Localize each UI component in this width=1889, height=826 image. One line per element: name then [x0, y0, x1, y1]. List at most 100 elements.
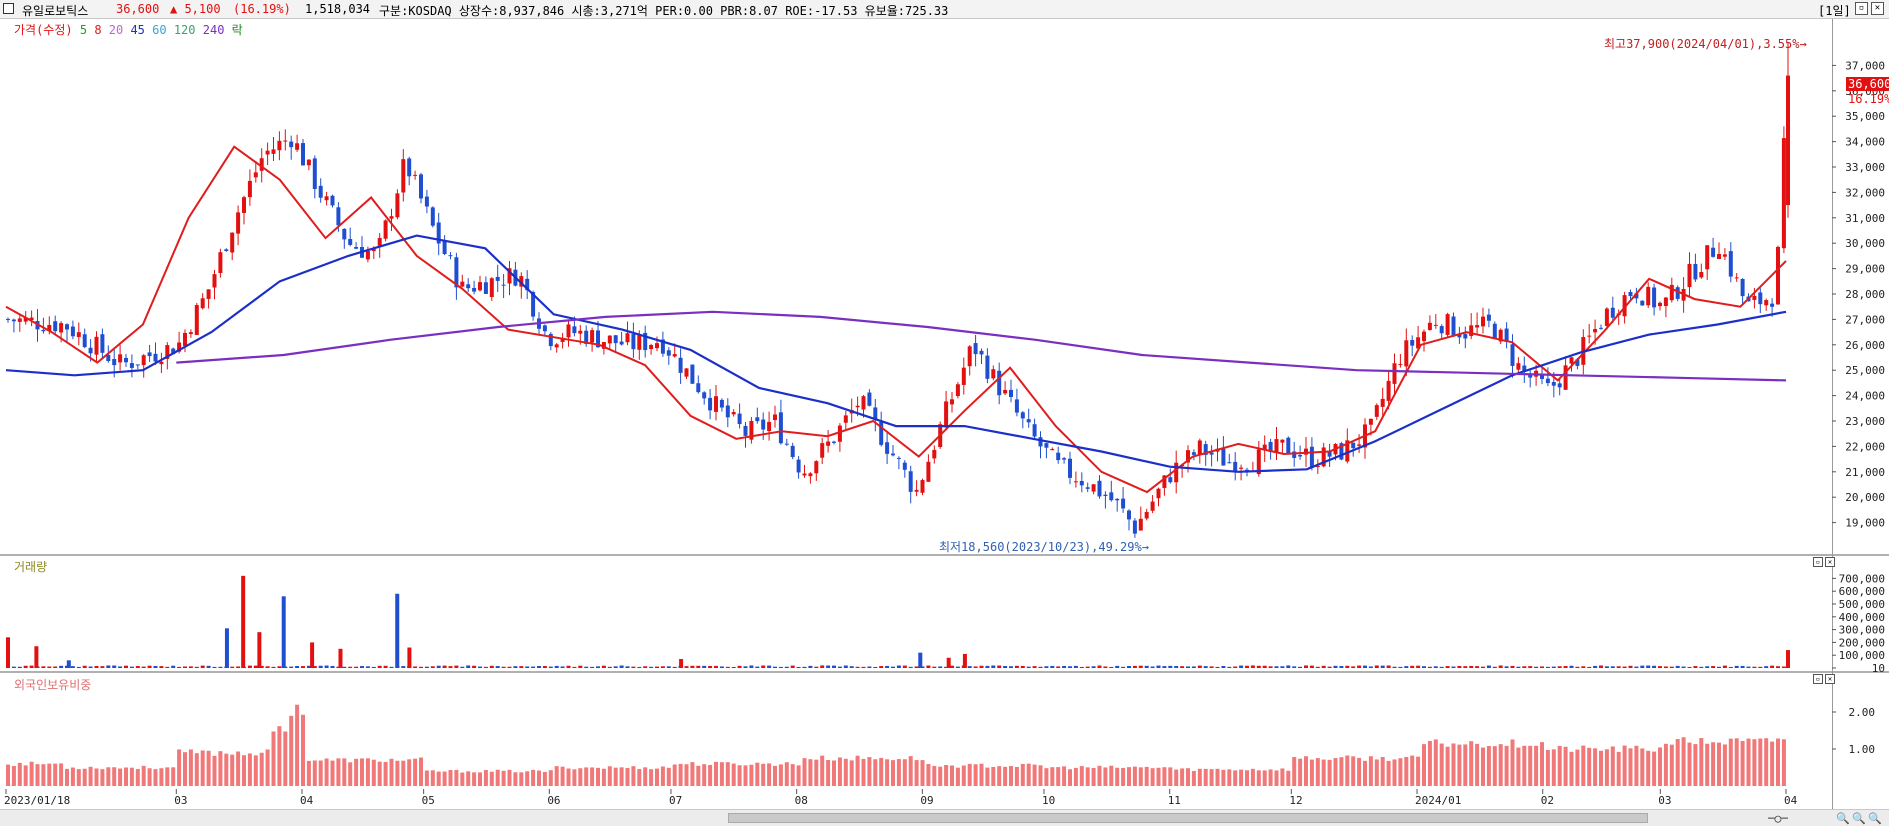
volume-bar [631, 666, 636, 668]
foreign-ratio-bar [1557, 745, 1562, 786]
candle-body [460, 281, 465, 287]
candle-body [702, 392, 707, 399]
panel-divider[interactable] [0, 554, 1889, 556]
volume-bar [338, 648, 343, 668]
x-tick-label: 12 [1289, 794, 1302, 807]
volume-bar [407, 647, 412, 668]
candle-body [684, 368, 689, 377]
ma-legend-item: 20 [101, 23, 124, 37]
volume-bar [1374, 665, 1379, 668]
volume-bar [1156, 665, 1161, 668]
candle-body [1658, 302, 1662, 307]
close-icon[interactable]: ✕ [1871, 2, 1884, 15]
candle-body [177, 342, 182, 352]
horizontal-scrollbar[interactable]: ─◯─ 🔍 🔍 🔍 [0, 809, 1889, 826]
candle-body [902, 462, 907, 470]
scroll-thumb[interactable] [728, 813, 1648, 823]
volume-bar [1392, 666, 1397, 668]
checkbox-icon[interactable] [3, 3, 14, 14]
volume-bar [761, 665, 766, 668]
foreign-ratio-bar [478, 772, 482, 786]
foreign-ratio-bar [29, 761, 34, 786]
volume-bar [1321, 665, 1326, 668]
volume-bar [1722, 665, 1727, 668]
candle-body [531, 292, 536, 317]
y-tick-label: 32,000 [1845, 186, 1885, 199]
candle-body [230, 232, 235, 253]
panel-restore-icon[interactable]: ▫ [1813, 557, 1823, 567]
volume-bar [548, 666, 553, 668]
foreign-ratio-bar [1616, 751, 1621, 786]
ma-line-240 [176, 310, 1787, 382]
zoom-out-icon[interactable]: 🔍 [1836, 812, 1850, 825]
foreign-ratio-bar [566, 768, 571, 786]
candle-body [466, 284, 471, 289]
foreign-ratio-bar [1203, 768, 1208, 786]
volume-bar [967, 666, 972, 668]
candle-body [1717, 253, 1721, 260]
foreign-ratio-bar [1463, 744, 1468, 786]
volume-bar [1599, 665, 1603, 668]
foreign-ratio-bar [436, 771, 441, 786]
candle-body [1634, 293, 1639, 299]
foreign-ratio-bar [419, 757, 423, 786]
volume-bar [607, 666, 612, 668]
foreign-ratio-bar [218, 751, 223, 786]
candle-body [1540, 374, 1544, 379]
volume-bar [1044, 666, 1049, 668]
ma-line-8 [5, 145, 1787, 494]
volume-bar [1250, 665, 1255, 668]
candle-body [944, 401, 949, 428]
ma-legend-item: 5 [79, 23, 88, 37]
candle-body [1380, 398, 1385, 407]
candle-body [41, 329, 46, 332]
volume-bar [11, 666, 16, 668]
candle-body [590, 330, 595, 343]
candle-body [312, 158, 317, 189]
candle-body [365, 250, 370, 260]
candle-body [318, 185, 323, 198]
x-tick-label: 07 [669, 794, 682, 807]
candle-body [1481, 316, 1485, 327]
restore-icon[interactable]: ▫ [1855, 2, 1868, 15]
panel-divider[interactable] [0, 671, 1889, 673]
volume-bar [82, 665, 87, 668]
volume-bar [867, 666, 872, 668]
volume-bar [301, 666, 305, 668]
volume-legend: 거래량 [14, 560, 48, 574]
foreign-ratio-bar [1563, 746, 1568, 786]
zoom-slider-icon[interactable]: ─◯─ [1768, 812, 1788, 825]
y-tick-label: 31,000 [1845, 212, 1885, 225]
candle-body [501, 284, 506, 286]
candle-body [141, 355, 146, 366]
panel-restore-icon[interactable]: ▫ [1813, 674, 1823, 684]
volume-bar [1557, 666, 1562, 668]
foreign-ratio-bar [973, 764, 978, 786]
panel-close-icon[interactable]: ✕ [1825, 674, 1835, 684]
zoom-in-icon[interactable]: 🔍 [1852, 812, 1866, 825]
volume-bar [454, 665, 459, 668]
foreign-ratio-bar [1127, 767, 1131, 786]
candle-body [1722, 254, 1727, 257]
foreign-ratio-bar [537, 770, 541, 786]
candle-body [1138, 518, 1143, 531]
foreign-ratio-bar [1309, 759, 1314, 786]
volume-bar [979, 665, 984, 668]
period-label[interactable]: [1일] [1818, 4, 1851, 18]
volume-bar [1032, 666, 1037, 668]
candle-body [1085, 487, 1090, 489]
volume-bar [1144, 665, 1149, 668]
foreign-ratio-bar [318, 760, 323, 786]
volume-bar [194, 666, 199, 668]
zoom-reset-icon[interactable]: 🔍 [1868, 812, 1882, 825]
volume-bar [306, 665, 311, 668]
candle-body [1056, 452, 1061, 461]
y-tick-label: 10 [1872, 662, 1885, 675]
volume-bar [424, 666, 429, 668]
foreign-ratio-bar [88, 766, 93, 786]
foreign-ratio-bar [1675, 739, 1680, 786]
foreign-ratio-bar [938, 766, 943, 786]
panel-close-icon[interactable]: ✕ [1825, 557, 1835, 567]
foreign-ratio-bar [1540, 742, 1544, 786]
